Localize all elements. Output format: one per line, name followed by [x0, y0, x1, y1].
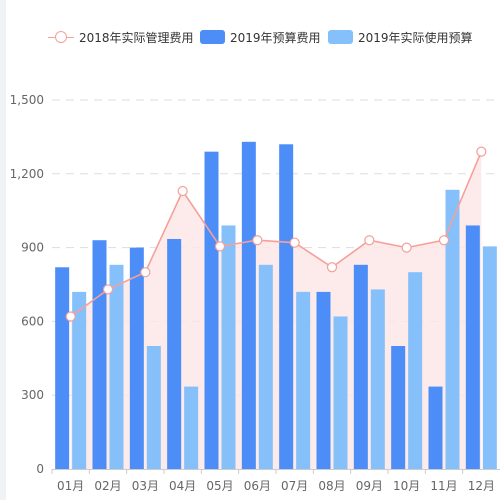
line-point — [102, 284, 114, 295]
line-point — [401, 242, 412, 253]
legend-label-actual: 2019年实际使用预算 — [358, 30, 473, 45]
bar-budget — [241, 141, 256, 469]
line-marker-icon — [48, 31, 74, 43]
y-tick-label: 1,200 — [10, 167, 44, 181]
y-tick-label: 600 — [21, 314, 44, 328]
bar-budget — [316, 291, 331, 469]
x-tick-label: 07月 — [281, 479, 308, 493]
legend-label-budget: 2019年预算费用 — [230, 30, 321, 45]
x-tick-label: 05月 — [206, 479, 233, 493]
x-tick-label: 12月 — [468, 479, 495, 493]
line-series — [70, 151, 483, 318]
line-point — [65, 311, 76, 322]
x-tick-label: 06月 — [244, 479, 271, 493]
bar-swatch-icon — [200, 30, 225, 44]
x-tick-label: 04月 — [169, 479, 196, 493]
bar-budget — [129, 247, 144, 469]
page-edge-strip — [0, 0, 6, 500]
bar-budget — [353, 264, 368, 469]
bar-budget — [167, 238, 182, 469]
bar-budget — [204, 151, 219, 469]
x-tick-label: 08月 — [318, 479, 345, 493]
x-tick-label: 01月 — [57, 479, 84, 493]
bar-budget — [428, 386, 443, 469]
y-tick-label: 900 — [21, 241, 44, 255]
bar-budget — [279, 144, 294, 469]
chart-legend: 2018年实际管理费用 2019年预算费用 2019年实际使用预算 — [0, 27, 500, 47]
bar-actual — [370, 289, 385, 469]
bar-actual — [333, 316, 348, 469]
legend-item-line[interactable]: 2018年实际管理费用 — [48, 27, 194, 47]
x-tick-label: 03月 — [132, 479, 159, 493]
bar-actual — [184, 386, 199, 469]
bar-swatch-icon — [328, 30, 353, 44]
y-tick-label: 300 — [21, 388, 44, 402]
line-point — [214, 241, 226, 252]
x-tick-label: 09月 — [356, 479, 383, 493]
y-tick-label: 0 — [36, 462, 44, 476]
bar-actual — [445, 189, 460, 470]
legend-item-actual[interactable]: 2019年实际使用预算 — [328, 27, 473, 47]
line-point — [326, 262, 338, 273]
bar-actual — [221, 225, 236, 469]
line-point — [476, 146, 487, 157]
x-tick-label: 02月 — [94, 479, 121, 493]
line-point — [364, 235, 375, 246]
line-point — [252, 235, 263, 246]
bar-actual — [482, 246, 497, 469]
bar-actual — [146, 346, 161, 469]
bar-budget — [92, 240, 107, 469]
bar-budget — [55, 267, 70, 469]
line-point — [140, 267, 151, 278]
x-tick-label: 11月 — [430, 479, 457, 493]
bar-budget — [391, 346, 406, 469]
bar-actual — [258, 264, 273, 469]
line-point — [289, 237, 300, 248]
line-point — [177, 185, 188, 197]
legend-label-line: 2018年实际管理费用 — [79, 30, 194, 45]
x-tick-label: 10月 — [393, 479, 420, 493]
line-point — [438, 235, 450, 246]
y-tick-label: 1,500 — [10, 93, 44, 107]
bar-actual — [408, 272, 423, 469]
bar-actual — [296, 291, 311, 469]
bar-actual — [109, 264, 124, 469]
bar-actual — [72, 291, 87, 469]
bar-budget — [465, 225, 480, 469]
legend-item-budget[interactable]: 2019年预算费用 — [200, 27, 321, 47]
